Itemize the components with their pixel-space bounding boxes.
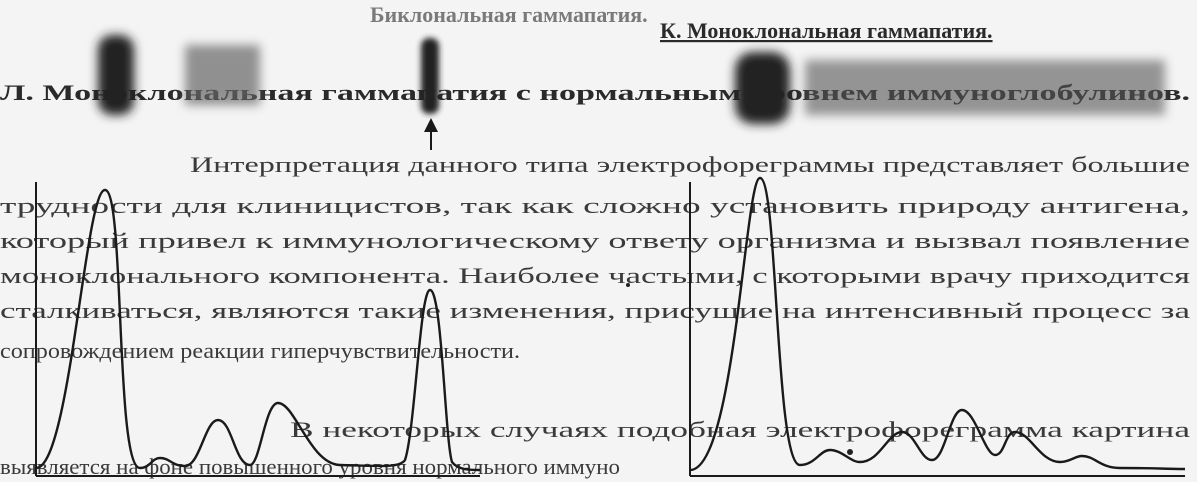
text-line: сталкиваться, являются такие изменения, … (0, 298, 1190, 323)
gel-band (421, 38, 439, 114)
speck (626, 283, 630, 287)
arrow-head (424, 118, 438, 132)
speck (847, 449, 853, 455)
densitogram-left (35, 182, 481, 477)
heading: К. Моноклональная гаммапатия. (660, 18, 993, 43)
curve (689, 176, 1186, 472)
gel-band (805, 60, 1165, 115)
heading-faint: Биклональная гаммапатия. (370, 2, 648, 27)
text-line: моноклонального компонента. Наиболее час… (0, 263, 1190, 288)
gel-band (98, 35, 134, 115)
gel-band (735, 52, 790, 124)
text-line: трудности для клиницистов, так как сложн… (0, 193, 1190, 218)
curve (35, 188, 481, 472)
gel-strip-left (98, 35, 439, 150)
densitogram-right (689, 176, 1186, 477)
text-line: который привел к иммунологическому ответ… (0, 228, 1190, 253)
gel-strip-right (735, 52, 1165, 124)
text-line: В некоторых случаях подобная электрофоре… (290, 417, 1190, 442)
text-line: выявляется на фоне повышенного уровня но… (0, 454, 620, 479)
text-line: сопровождением реакции гиперчувствительн… (0, 338, 520, 363)
text-line: Интерпретация данного типа электрофорегр… (190, 152, 1190, 177)
gel-band (185, 45, 260, 105)
